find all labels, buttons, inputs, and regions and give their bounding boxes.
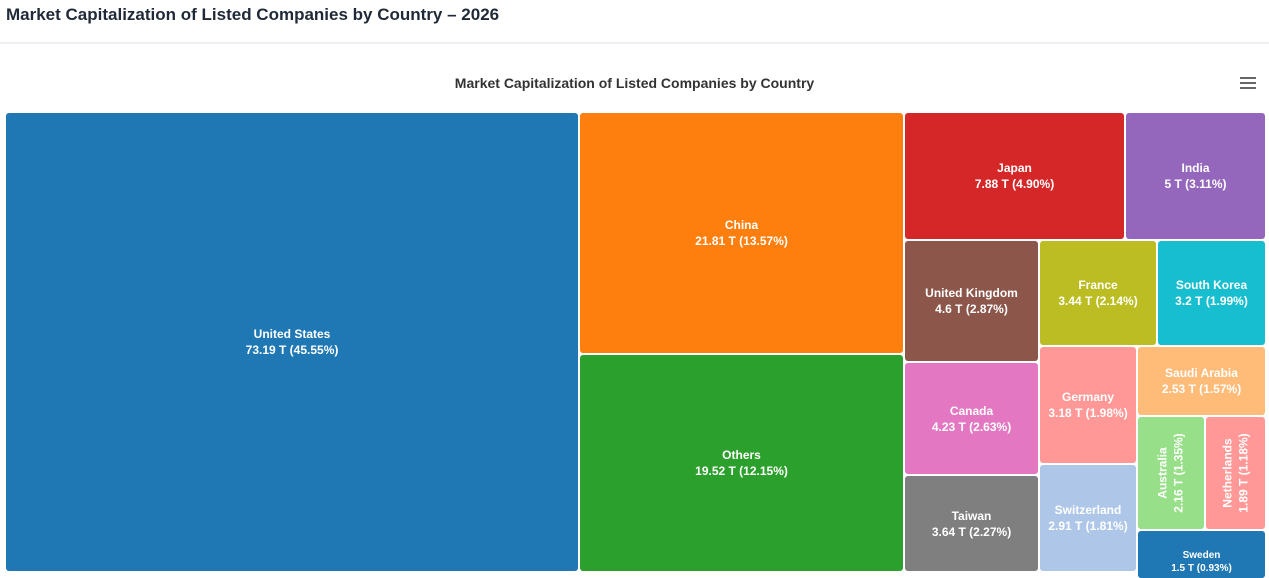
treemap-tile-germany[interactable]: Germany 3.18 T (1.98%) (1040, 347, 1136, 463)
tile-name: France (1078, 278, 1118, 292)
tile-value-label: 3.44 T (2.14%) (1058, 294, 1138, 308)
tile-name: Taiwan (951, 508, 992, 523)
tile-value-label: 73.19 T (45.55%) (245, 343, 339, 357)
tile-name: United States (253, 327, 331, 341)
treemap-tile-united-kingdom[interactable]: United Kingdom 4.6 T (2.87%) (905, 241, 1038, 361)
tile-value-label: 4.6 T (2.87%) (935, 302, 1008, 316)
tile-value-label: 5 T (3.11%) (1164, 177, 1227, 191)
tile-value-label: 2.91 T (1.81%) (1048, 519, 1128, 533)
treemap-tile-india[interactable]: India 5 T (3.11%) (1126, 113, 1265, 239)
treemap-tile-south-korea[interactable]: South Korea 3.2 T (1.99%) (1158, 241, 1265, 345)
treemap-tile-switzerland[interactable]: Switzerland 2.91 T (1.81%) (1040, 465, 1136, 571)
tile-name: Germany (1061, 390, 1115, 404)
tile-value-label: 4.23 T (2.63%) (931, 419, 1012, 434)
tile-name: Sweden (1182, 550, 1221, 561)
tile-value-label: 19.52 T (12.15%) (695, 464, 788, 478)
treemap-tile-japan[interactable]: Japan 7.88 T (4.90%) (905, 113, 1124, 239)
tile-value-label: 3.2 T (1.99%) (1175, 294, 1248, 308)
tile-name: Australia (1156, 447, 1170, 499)
tile-name: China (724, 218, 759, 232)
treemap-tile-sweden[interactable]: Sweden 1.5 T (0.93%) (1138, 531, 1265, 578)
tile-name: Canada (949, 403, 994, 418)
tile-name: Others (722, 448, 761, 462)
header-divider (0, 42, 1269, 44)
hamburger-menu-icon[interactable] (1240, 77, 1256, 91)
tile-name: Japan (997, 161, 1032, 175)
tile-name: United Kingdom (925, 286, 1018, 300)
tile-value-label: 1.89 T (1.18%) (1236, 433, 1251, 513)
tile-value-label: 2.53 T (1.57%) (1161, 382, 1242, 396)
treemap-tile-united-states[interactable]: United States 73.19 T (45.55%) (6, 113, 578, 571)
tile-name: Switzerland (1054, 503, 1122, 517)
tile-name: Netherlands (1220, 438, 1235, 508)
tile-value-label: 2.16 T (1.35%) (1172, 433, 1186, 513)
treemap-tile-canada[interactable]: Canada 4.23 T (2.63%) (905, 363, 1038, 474)
treemap-tile-others[interactable]: Others 19.52 T (12.15%) (580, 355, 903, 571)
tile-value-label: 1.5 T (0.93%) (1171, 563, 1232, 574)
treemap-tile-china[interactable]: China 21.81 T (13.57%) (580, 113, 903, 353)
treemap-tile-australia[interactable]: Australia 2.16 T (1.35%) (1138, 417, 1204, 529)
tile-name: Saudi Arabia (1165, 366, 1238, 380)
treemap-tile-taiwan[interactable]: Taiwan 3.64 T (2.27%) (905, 476, 1038, 571)
treemap-tile-saudi-arabia[interactable]: Saudi Arabia 2.53 T (1.57%) (1138, 347, 1265, 415)
tile-value-label: 21.81 T (13.57%) (695, 234, 788, 248)
tile-value-label: 7.88 T (4.90%) (974, 177, 1055, 191)
treemap-tile-france[interactable]: France 3.44 T (2.14%) (1040, 241, 1156, 345)
tile-value-label: 3.64 T (2.27%) (931, 524, 1012, 539)
page-title: Market Capitalization of Listed Companie… (6, 5, 500, 24)
tile-value-label: 3.18 T (1.98%) (1048, 406, 1128, 420)
tile-name: India (1181, 161, 1210, 175)
tile-name: South Korea (1175, 278, 1248, 292)
chart-title: Market Capitalization of Listed Companie… (454, 75, 815, 91)
treemap-tile-netherlands[interactable]: Netherlands 1.89 T (1.18%) (1206, 417, 1265, 529)
